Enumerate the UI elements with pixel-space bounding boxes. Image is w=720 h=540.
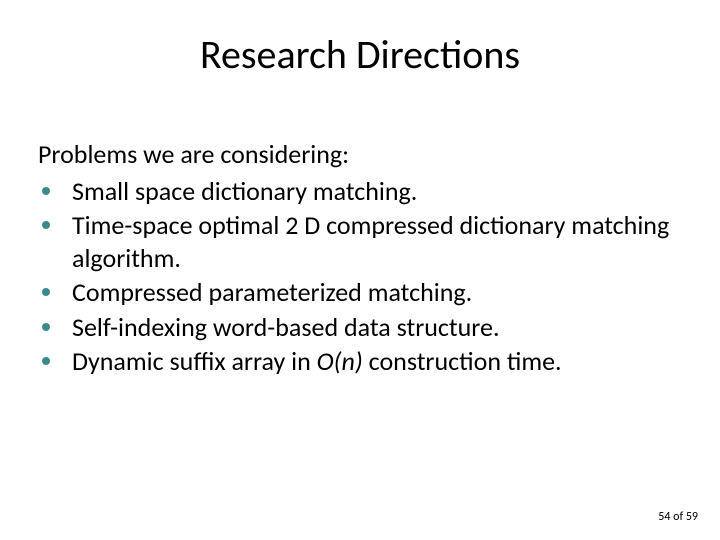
page-footer: 54 of 59 xyxy=(658,510,698,524)
page-number: 54 xyxy=(658,510,670,524)
bullet-text: Self-indexing word-based data structure. xyxy=(72,311,500,343)
bullet-text-em: O(n) xyxy=(317,345,363,377)
list-item: Small space dictionary matching. xyxy=(38,175,678,208)
bullet-icon xyxy=(42,323,50,331)
bullet-text: Small space dictionary matching. xyxy=(72,175,417,207)
list-item: Compressed parameterized matching. xyxy=(38,276,678,309)
slide-body: Problems we are considering: Small space… xyxy=(38,138,678,380)
slide: Research Directions Problems we are cons… xyxy=(0,0,720,540)
intro-text: Problems we are considering: xyxy=(38,138,678,171)
bullet-text: Time-space optimal 2 D compressed dictio… xyxy=(72,209,669,274)
page-total: 59 xyxy=(686,510,698,524)
slide-title: Research Directions xyxy=(0,30,720,79)
page-sep: of xyxy=(670,510,685,524)
bullet-text: Dynamic suffix array in O(n) constructio… xyxy=(72,345,562,377)
bullet-icon xyxy=(42,288,50,296)
list-item: Time-space optimal 2 D compressed dictio… xyxy=(38,209,678,274)
bullet-icon xyxy=(42,187,50,195)
bullet-text-post: construction time. xyxy=(363,345,562,377)
list-item: Self-indexing word-based data structure. xyxy=(38,311,678,344)
bullet-icon xyxy=(42,221,50,229)
bullet-icon xyxy=(42,357,50,365)
bullet-list: Small space dictionary matching. Time-sp… xyxy=(38,175,678,378)
list-item: Dynamic suffix array in O(n) constructio… xyxy=(38,345,678,378)
bullet-text-pre: Dynamic suffix array in xyxy=(72,345,317,377)
bullet-text: Compressed parameterized matching. xyxy=(72,276,472,308)
